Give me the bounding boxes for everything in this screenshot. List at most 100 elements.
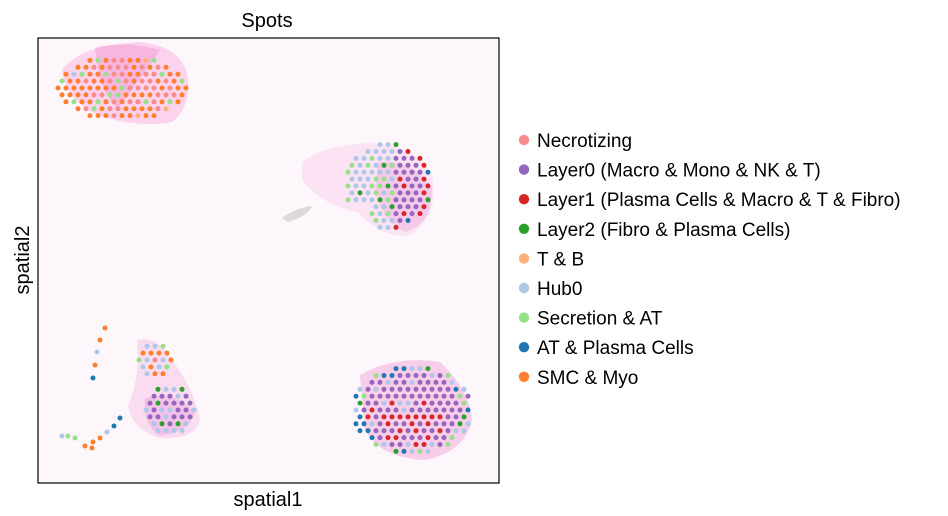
spot <box>171 78 177 84</box>
spot <box>183 393 189 399</box>
spot <box>143 113 149 119</box>
legend-label: Secretion & AT <box>537 309 663 330</box>
spot <box>155 78 161 84</box>
spot <box>353 183 359 189</box>
spot <box>437 386 443 392</box>
spot <box>90 439 96 445</box>
spot <box>155 106 161 112</box>
spot <box>349 162 355 168</box>
spot <box>104 429 110 435</box>
spot <box>123 78 129 84</box>
spot <box>144 357 150 363</box>
spot <box>409 448 415 454</box>
legend-label: AT & Plasma Cells <box>537 338 694 359</box>
spot <box>409 197 415 203</box>
spot <box>163 106 169 112</box>
spot <box>393 142 399 148</box>
spot <box>167 99 173 105</box>
spot <box>373 149 379 154</box>
spot <box>361 421 367 427</box>
spot <box>381 204 387 210</box>
spot <box>127 99 133 105</box>
spot <box>187 414 193 420</box>
spot <box>140 350 146 356</box>
spot <box>409 379 415 385</box>
spot <box>433 421 439 427</box>
spot <box>357 162 363 168</box>
spot <box>421 400 427 406</box>
spot <box>111 57 117 63</box>
spot <box>433 435 439 441</box>
spot <box>143 407 149 413</box>
spot <box>136 357 142 363</box>
spot <box>75 78 81 84</box>
spot <box>127 85 133 91</box>
spot <box>409 169 415 175</box>
spot <box>79 99 85 105</box>
spot <box>91 106 97 112</box>
spot <box>99 64 105 70</box>
spot <box>381 400 387 406</box>
spot <box>401 379 407 385</box>
spot <box>437 428 443 434</box>
spot <box>147 414 153 420</box>
spot <box>417 379 423 385</box>
spot <box>143 71 149 77</box>
spot <box>397 204 403 210</box>
spot <box>465 421 471 427</box>
spot <box>377 155 383 161</box>
spot <box>353 169 359 175</box>
spot <box>373 218 379 223</box>
spot <box>179 400 185 406</box>
spot <box>393 407 399 413</box>
spot <box>405 386 411 392</box>
spot <box>151 393 157 399</box>
spot <box>144 371 150 377</box>
spot <box>175 99 181 105</box>
spot <box>401 421 407 427</box>
spot <box>385 224 391 230</box>
spot <box>437 442 443 447</box>
spot <box>377 224 383 230</box>
spot <box>409 421 415 427</box>
spot <box>377 379 383 385</box>
spot <box>59 433 65 439</box>
spot <box>65 433 71 439</box>
legend: Necrotizing Layer0 (Macro & Mono & NK & T… <box>518 131 901 389</box>
spot <box>461 386 467 392</box>
spot <box>441 435 447 441</box>
spot <box>135 99 141 105</box>
spot <box>397 190 403 196</box>
spot <box>429 386 435 392</box>
legend-label: Hub0 <box>537 279 582 300</box>
spot <box>143 99 149 105</box>
spot <box>377 197 383 203</box>
spot <box>417 366 423 372</box>
spot <box>401 155 407 161</box>
spot <box>417 183 423 189</box>
spot <box>365 386 371 392</box>
spot <box>155 428 161 434</box>
spot <box>385 183 391 189</box>
spot <box>148 350 154 356</box>
spot <box>353 155 359 161</box>
spot <box>385 407 391 413</box>
spot <box>437 414 443 420</box>
spot <box>91 64 97 70</box>
spot <box>393 183 399 189</box>
spot <box>421 190 427 196</box>
spot <box>92 362 98 368</box>
spot <box>135 71 141 77</box>
spot <box>147 64 153 70</box>
spot <box>373 373 379 378</box>
spot <box>417 211 423 217</box>
spot <box>156 350 162 356</box>
spot <box>393 435 399 441</box>
spot <box>97 435 103 441</box>
spot <box>156 364 162 370</box>
spot <box>103 113 109 119</box>
spot <box>95 99 101 105</box>
spot <box>152 357 158 363</box>
spot <box>163 386 169 392</box>
spot <box>401 197 407 203</box>
